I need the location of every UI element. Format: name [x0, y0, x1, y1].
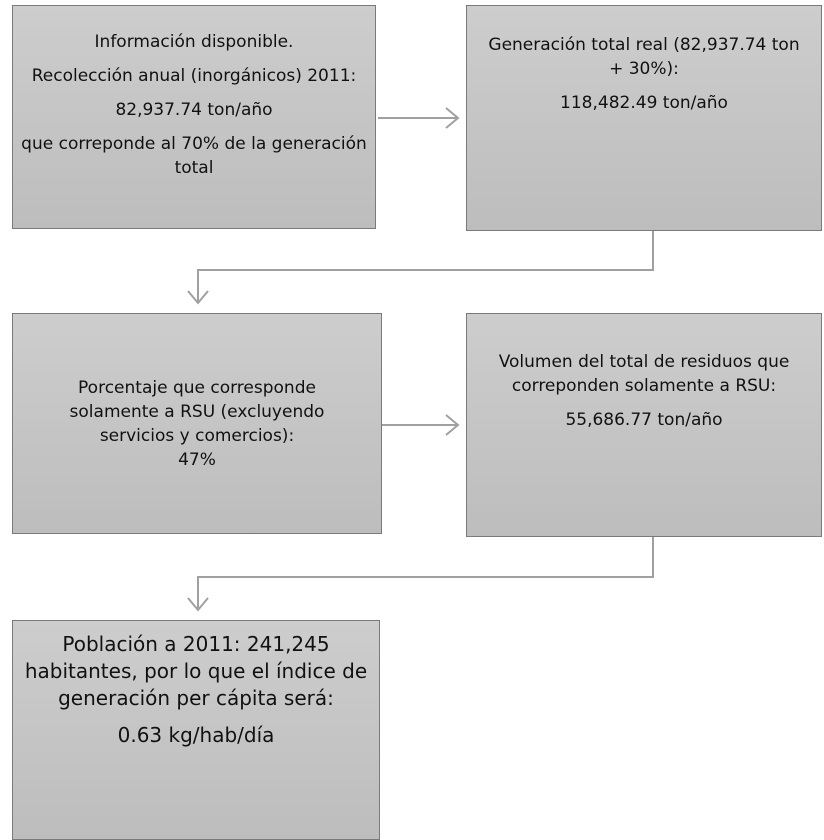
- box-text: Generación total real (82,937.74 ton + 3…: [488, 35, 800, 79]
- arrow: [187, 537, 654, 612]
- box: Generación total real (82,937.74 ton + 3…: [466, 5, 822, 231]
- box-text: Población a 2011: 241,245 habitantes, po…: [24, 632, 368, 710]
- box: Volumen del total de residuos que correp…: [466, 313, 822, 537]
- box-text: 55,686.77 ton/año: [565, 410, 723, 430]
- arrow: [187, 230, 654, 305]
- box: Población a 2011: 241,245 habitantes, po…: [12, 620, 380, 840]
- box: Porcentaje que corresponde solamente a R…: [12, 313, 382, 534]
- box-text: 82,937.74 ton/año: [115, 100, 273, 120]
- arrow: [378, 414, 460, 436]
- box-text: Porcentaje que corresponde solamente a R…: [69, 378, 325, 446]
- box-text: que correponde al 70% de la generación t…: [21, 134, 367, 178]
- box-text: Información disponible.: [94, 32, 294, 52]
- box-text: Recolección anual (inorgánicos) 2011:: [31, 66, 357, 86]
- box-text: Volumen del total de residuos que correp…: [498, 352, 790, 396]
- box-text: 47%: [178, 450, 216, 470]
- box-text: 0.63 kg/hab/día: [117, 723, 275, 747]
- box: Información disponible. Recolección anual…: [12, 5, 376, 229]
- box-text: 118,482.49 ton/año: [560, 93, 728, 113]
- arrow: [378, 107, 460, 129]
